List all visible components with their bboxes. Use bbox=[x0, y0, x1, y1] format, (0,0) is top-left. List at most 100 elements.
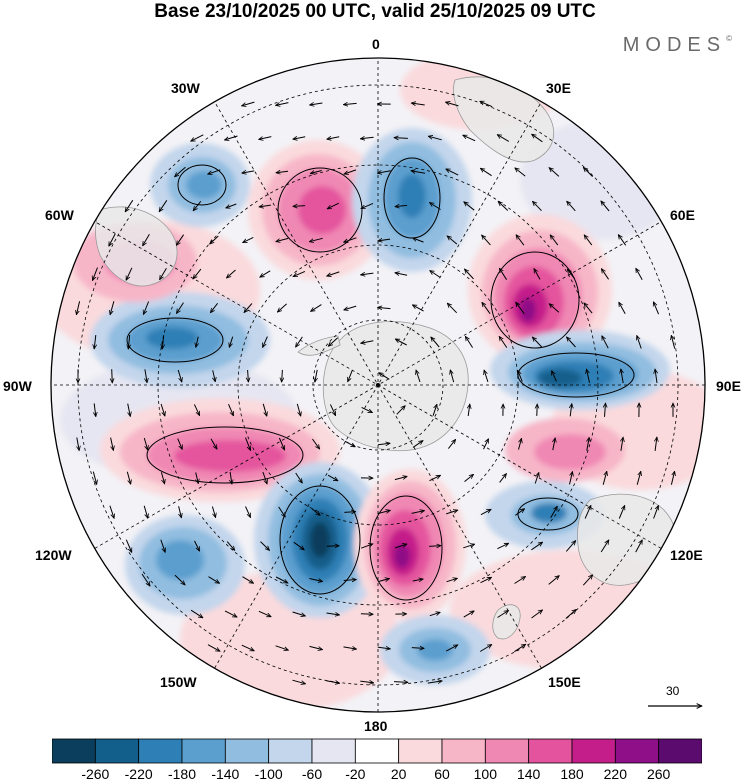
wind-vector bbox=[379, 373, 390, 380]
wind-vector bbox=[76, 301, 81, 314]
wind-vector bbox=[448, 439, 455, 449]
colorbar-tick-label: -140 bbox=[211, 766, 240, 782]
wind-vector bbox=[395, 205, 408, 206]
wind-vector bbox=[211, 506, 215, 518]
wind-vector bbox=[193, 404, 201, 415]
colorbar-swatch-9 bbox=[441, 738, 486, 764]
colorbar-tick-label: 100 bbox=[473, 766, 498, 782]
wind-vector bbox=[310, 103, 323, 105]
wind-vector bbox=[583, 167, 593, 177]
wind-vector bbox=[532, 337, 542, 348]
wind-vector bbox=[464, 202, 475, 211]
wind-vector bbox=[244, 303, 253, 313]
wind-vector bbox=[242, 101, 255, 106]
wind-vector bbox=[413, 238, 424, 243]
wind-vector bbox=[550, 506, 558, 518]
wind-vector bbox=[411, 103, 425, 105]
wind-vector bbox=[311, 508, 320, 516]
wind-vector bbox=[377, 510, 391, 515]
wind-vector bbox=[196, 336, 198, 348]
wind-vector bbox=[450, 370, 455, 383]
wind-vector bbox=[315, 369, 317, 382]
wind-vector bbox=[125, 539, 131, 553]
wind-vector bbox=[245, 506, 251, 518]
wind-vector bbox=[480, 100, 493, 108]
wind-vector bbox=[601, 201, 610, 212]
anomaly-field bbox=[51, 58, 705, 710]
colorbar-swatch-7 bbox=[354, 738, 400, 764]
antarctic-peninsula bbox=[297, 335, 341, 356]
wind-vector bbox=[275, 645, 289, 650]
wind-vector bbox=[553, 438, 555, 451]
wind-vector bbox=[207, 644, 220, 652]
wind-vector bbox=[309, 645, 323, 649]
wind-vector bbox=[126, 471, 130, 484]
wind-vector bbox=[160, 539, 165, 553]
wind-vector bbox=[516, 235, 525, 246]
colorbar-swatch-8 bbox=[398, 738, 443, 764]
wind-vector bbox=[378, 579, 390, 582]
wind-vector bbox=[655, 369, 657, 383]
wind-vector bbox=[548, 576, 560, 585]
wind-vector bbox=[395, 273, 408, 276]
wind-vector bbox=[584, 235, 593, 246]
wind-vector bbox=[94, 335, 96, 349]
colorbar-tick-label: -20 bbox=[345, 766, 366, 782]
wind-vector bbox=[412, 441, 423, 448]
wind-vector bbox=[93, 267, 98, 281]
wind-vector bbox=[226, 541, 235, 551]
wind-vector bbox=[412, 579, 423, 581]
wind-vector bbox=[143, 233, 150, 246]
wind-vector bbox=[275, 576, 288, 583]
wind-vector bbox=[432, 404, 437, 416]
wind-vector bbox=[394, 476, 407, 481]
wind-vector bbox=[196, 472, 199, 484]
wind-vector bbox=[276, 237, 289, 241]
wind-vector bbox=[446, 510, 458, 515]
wind-vector bbox=[605, 403, 606, 417]
wind-vector bbox=[276, 171, 289, 173]
wind-vector bbox=[428, 136, 442, 141]
colorbar bbox=[52, 738, 702, 764]
wind-vector bbox=[179, 506, 182, 518]
wind-vector bbox=[112, 369, 113, 383]
wind-vectors bbox=[76, 100, 674, 684]
wind-vector bbox=[393, 682, 408, 683]
wind-vector bbox=[208, 169, 221, 174]
wind-vector bbox=[174, 574, 185, 585]
wind-vector bbox=[482, 235, 491, 246]
wind-vector bbox=[429, 474, 441, 482]
wind-vector bbox=[343, 103, 357, 104]
wind-vector bbox=[92, 471, 96, 485]
wind-vector bbox=[248, 369, 249, 382]
wind-vector bbox=[515, 168, 526, 177]
wind-vector bbox=[430, 203, 441, 210]
wind-vector bbox=[567, 337, 576, 348]
wind-vector bbox=[245, 437, 251, 451]
wind-vector bbox=[210, 302, 218, 312]
wind-vector bbox=[636, 268, 643, 280]
wind-vector bbox=[177, 438, 183, 450]
wind-vector bbox=[499, 474, 507, 483]
wind-vector bbox=[145, 369, 147, 382]
wind-vector bbox=[411, 171, 426, 174]
wind-vector bbox=[143, 437, 147, 450]
wind-vector bbox=[361, 273, 374, 275]
wind-vector bbox=[143, 505, 148, 518]
wind-vector bbox=[655, 437, 657, 451]
wind-vector bbox=[241, 644, 254, 652]
wind-vector bbox=[125, 199, 134, 212]
wind-vector bbox=[499, 268, 508, 280]
wind-vector bbox=[361, 341, 374, 344]
wind-vector bbox=[498, 202, 509, 211]
wind-vector bbox=[411, 648, 424, 649]
wind-vector bbox=[309, 578, 322, 582]
wind-vector bbox=[395, 339, 407, 346]
wind-vector bbox=[463, 134, 476, 142]
wind-vector bbox=[262, 336, 268, 348]
colorbar-swatch-2 bbox=[138, 738, 183, 764]
wind-vector bbox=[309, 237, 323, 241]
wind-vector bbox=[570, 404, 572, 417]
wind-vector bbox=[227, 269, 236, 278]
lon-label-150e: 150E bbox=[548, 674, 581, 690]
